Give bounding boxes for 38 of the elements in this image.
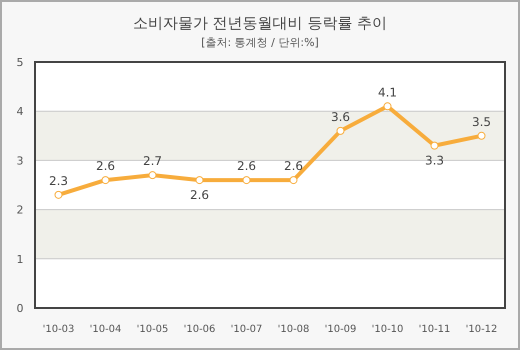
point: [242, 176, 250, 184]
data-label: 2.3: [48, 174, 68, 188]
x-tick-label: '10-10: [372, 324, 404, 335]
x-tick-label: '10-03: [42, 324, 74, 335]
y-tick-label: 2: [16, 204, 24, 217]
x-tick-label: '10-06: [184, 324, 216, 335]
x-tick-label: '10-07: [230, 324, 262, 335]
data-label: 2.6: [236, 159, 256, 174]
y-tick-label: 0: [16, 302, 24, 315]
data-label: 4.1: [378, 85, 398, 100]
point: [54, 190, 62, 199]
y-tick-label: 4: [16, 105, 24, 118]
point: [384, 102, 392, 110]
data-label: 2.6: [190, 188, 210, 202]
x-tick-label: '10-05: [136, 324, 168, 335]
x-tick-label: '10-09: [324, 324, 356, 335]
data-label: 3.3: [424, 154, 444, 168]
point: [336, 126, 344, 135]
point: [478, 132, 486, 140]
y-tick-label: 3: [16, 154, 24, 168]
point: [430, 142, 438, 150]
point: [196, 176, 204, 184]
data-label: 3.5: [472, 114, 492, 129]
x-tick-label: '10-08: [278, 324, 310, 335]
chart-title: 소비자물가 전년동월대비 등락률 추이: [132, 14, 388, 32]
data-label: 2.7: [142, 154, 162, 168]
y-tick-label: 5: [16, 56, 24, 69]
data-label: 3.6: [330, 110, 350, 124]
data-label: 2.6: [96, 159, 116, 174]
x-tick-label: '10-12: [466, 324, 498, 335]
x-tick-label: '10-11: [418, 324, 450, 335]
point: [290, 176, 298, 184]
x-tick-label: '10-04: [90, 324, 122, 335]
chart-subtitle: [출처: 통계청 / 단위:%]: [201, 36, 319, 49]
point: [102, 176, 110, 184]
point: [148, 171, 156, 180]
y-tick-label: 1: [16, 252, 24, 266]
data-label: 2.6: [284, 159, 304, 174]
